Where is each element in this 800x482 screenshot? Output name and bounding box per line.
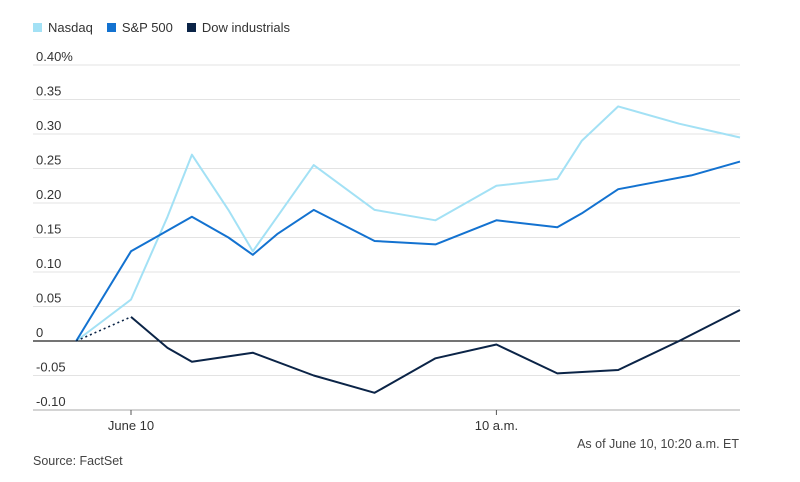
- legend-label-sp500: S&P 500: [121, 20, 173, 35]
- y-tick-label: 0.15: [36, 222, 61, 237]
- series-line-nasdaq: [75, 105, 741, 342]
- y-tick-label: -0.10: [36, 394, 66, 409]
- legend-item-nasdaq: Nasdaq: [33, 20, 93, 35]
- legend-item-sp500: S&P 500: [106, 20, 173, 35]
- y-tick-label: 0.30: [36, 118, 61, 133]
- source-note: Source: FactSet: [33, 454, 123, 468]
- legend-swatch-sp500: [106, 23, 116, 32]
- legend-swatch-dow: [186, 23, 196, 32]
- y-tick-label: 0: [36, 325, 43, 340]
- legend-swatch-nasdaq: [33, 23, 42, 32]
- series-line-dow-industrials: [130, 309, 741, 394]
- y-tick-label: 0.40%: [36, 49, 73, 64]
- y-tick-label: 0.20: [36, 187, 61, 202]
- y-tick-label: -0.05: [36, 360, 66, 375]
- y-tick-label: 0.25: [36, 153, 61, 168]
- series-line-s-p-500: [75, 160, 741, 342]
- x-tick-label: June 10: [108, 418, 154, 433]
- x-tick-label: 10 a.m.: [475, 418, 518, 433]
- legend-label-dow: Dow industrials: [201, 20, 291, 35]
- timestamp-note: As of June 10, 10:20 a.m. ET: [577, 437, 739, 451]
- legend: Nasdaq S&P 500 Dow industrials: [33, 20, 290, 35]
- y-tick-label: 0.35: [36, 84, 61, 99]
- legend-label-nasdaq: Nasdaq: [48, 20, 93, 35]
- y-tick-label: 0.05: [36, 291, 61, 306]
- legend-item-dow: Dow industrials: [186, 20, 291, 35]
- y-tick-label: 0.10: [36, 256, 61, 271]
